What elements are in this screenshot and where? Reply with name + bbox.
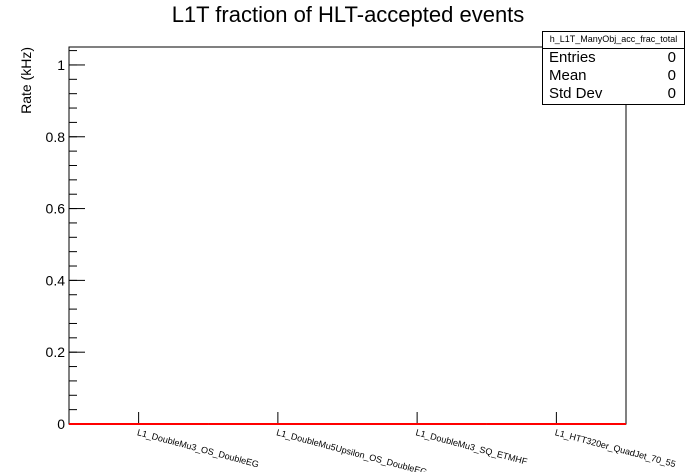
y-axis-label: Rate (kHz)	[18, 47, 34, 114]
stats-stddev-value: 0	[667, 85, 676, 102]
y-tick-label: 0.6	[46, 201, 66, 217]
y-tick-label: 0.2	[46, 344, 66, 360]
stats-row-entries: Entries 0	[543, 49, 684, 67]
stats-entries-value: 0	[667, 49, 676, 66]
stats-mean-value: 0	[667, 67, 676, 84]
y-tick-label: 0.8	[46, 129, 66, 145]
x-category-label: L1_HTT320er_QuadJet_70_55	[554, 427, 677, 469]
y-tick-label: 1	[57, 57, 65, 73]
stats-stddev-label: Std Dev	[549, 85, 603, 102]
stats-row-mean: Mean 0	[543, 67, 684, 85]
stats-row-stddev: Std Dev 0	[543, 85, 684, 103]
x-category-label: L1_DoubleMu3_SQ_ETMHF	[415, 427, 529, 467]
stats-mean-label: Mean	[549, 67, 587, 84]
stats-entries-label: Entries	[549, 49, 596, 66]
chart-title: L1T fraction of HLT-accepted events	[171, 2, 525, 27]
stats-histogram-name: h_L1T_ManyObj_acc_frac_total	[543, 32, 684, 49]
x-category-label: L1_DoubleMu5Upsilon_OS_DoubleEG	[275, 427, 428, 472]
x-category-label: L1_DoubleMu3_OS_DoubleEG	[136, 427, 260, 469]
y-tick-label: 0.4	[46, 272, 66, 288]
stats-box: h_L1T_ManyObj_acc_frac_total Entries 0 M…	[542, 31, 685, 105]
y-tick-label: 0	[57, 416, 65, 432]
